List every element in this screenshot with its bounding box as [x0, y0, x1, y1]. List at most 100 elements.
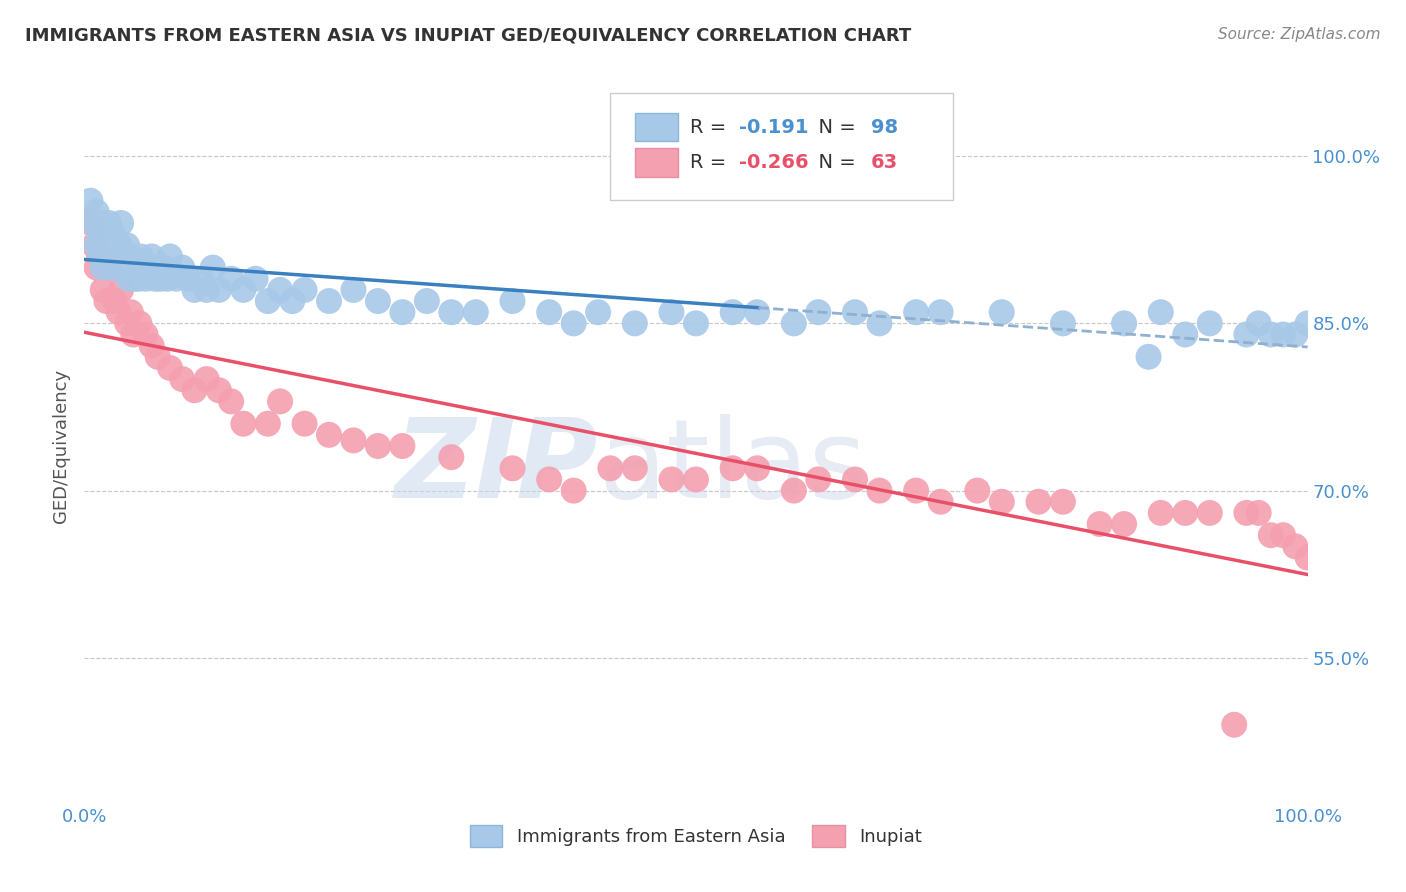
Text: 63: 63 — [870, 153, 898, 172]
Point — [869, 483, 891, 498]
Text: R =: R = — [690, 153, 733, 172]
Point — [89, 249, 111, 264]
Point — [104, 294, 127, 309]
Point — [103, 238, 125, 252]
Point — [115, 238, 138, 252]
Point — [1137, 350, 1160, 364]
Point — [1260, 327, 1282, 342]
Point — [991, 495, 1014, 509]
Point — [208, 283, 231, 297]
Point — [172, 372, 194, 386]
Point — [1296, 550, 1319, 565]
Point — [562, 483, 585, 498]
Point — [97, 227, 120, 241]
Point — [929, 495, 952, 509]
Point — [110, 249, 132, 264]
Point — [114, 249, 136, 264]
Point — [807, 473, 830, 487]
Point — [624, 461, 647, 475]
Point — [294, 283, 316, 297]
Point — [149, 271, 172, 285]
Point — [91, 260, 114, 275]
Point — [115, 260, 138, 275]
Point — [87, 249, 110, 264]
Point — [159, 360, 181, 375]
FancyBboxPatch shape — [636, 112, 678, 141]
Point — [1272, 327, 1295, 342]
Point — [83, 216, 105, 230]
Point — [294, 417, 316, 431]
Point — [208, 384, 231, 398]
Point — [172, 260, 194, 275]
Point — [195, 372, 218, 386]
Point — [1296, 317, 1319, 331]
Point — [1198, 317, 1220, 331]
Point — [165, 271, 187, 285]
Point — [91, 216, 114, 230]
Point — [1052, 495, 1074, 509]
Point — [269, 394, 291, 409]
Point — [143, 271, 166, 285]
Point — [1236, 327, 1258, 342]
Point — [1284, 539, 1306, 553]
Point — [367, 294, 389, 309]
Point — [1028, 495, 1050, 509]
Point — [905, 305, 928, 319]
Point — [342, 434, 364, 448]
Point — [135, 271, 157, 285]
Point — [107, 260, 129, 275]
Point — [232, 417, 254, 431]
Text: N =: N = — [806, 118, 862, 136]
Y-axis label: GED/Equivalency: GED/Equivalency — [52, 369, 70, 523]
Point — [318, 294, 340, 309]
Point — [127, 271, 149, 285]
Point — [905, 483, 928, 498]
Point — [87, 227, 110, 241]
Point — [1052, 317, 1074, 331]
Text: 98: 98 — [870, 118, 898, 136]
Point — [1174, 327, 1197, 342]
Point — [562, 317, 585, 331]
Point — [281, 294, 304, 309]
Point — [257, 294, 280, 309]
Point — [747, 305, 769, 319]
Point — [97, 216, 120, 230]
Point — [219, 271, 242, 285]
Point — [128, 317, 150, 331]
Point — [156, 271, 179, 285]
Point — [115, 317, 138, 331]
Point — [1114, 516, 1136, 531]
Point — [1260, 528, 1282, 542]
Point — [125, 260, 148, 275]
Point — [190, 271, 212, 285]
Point — [120, 249, 142, 264]
Text: ZIP: ZIP — [395, 414, 598, 521]
Point — [97, 249, 120, 264]
Point — [122, 260, 145, 275]
Point — [118, 260, 141, 275]
Point — [538, 305, 561, 319]
Point — [1174, 506, 1197, 520]
Point — [232, 283, 254, 297]
Point — [661, 473, 683, 487]
Point — [122, 327, 145, 342]
Point — [1088, 516, 1111, 531]
Text: -0.191: -0.191 — [738, 118, 808, 136]
Point — [685, 473, 707, 487]
Point — [104, 260, 127, 275]
Text: -0.266: -0.266 — [738, 153, 808, 172]
Point — [257, 417, 280, 431]
Point — [104, 249, 127, 264]
Point — [141, 249, 163, 264]
Point — [245, 271, 267, 285]
Point — [991, 305, 1014, 319]
Point — [136, 260, 159, 275]
Point — [120, 305, 142, 319]
Text: N =: N = — [806, 153, 862, 172]
Point — [502, 461, 524, 475]
Point — [91, 283, 114, 297]
Point — [110, 216, 132, 230]
Point — [100, 260, 122, 275]
Point — [721, 305, 744, 319]
Point — [929, 305, 952, 319]
